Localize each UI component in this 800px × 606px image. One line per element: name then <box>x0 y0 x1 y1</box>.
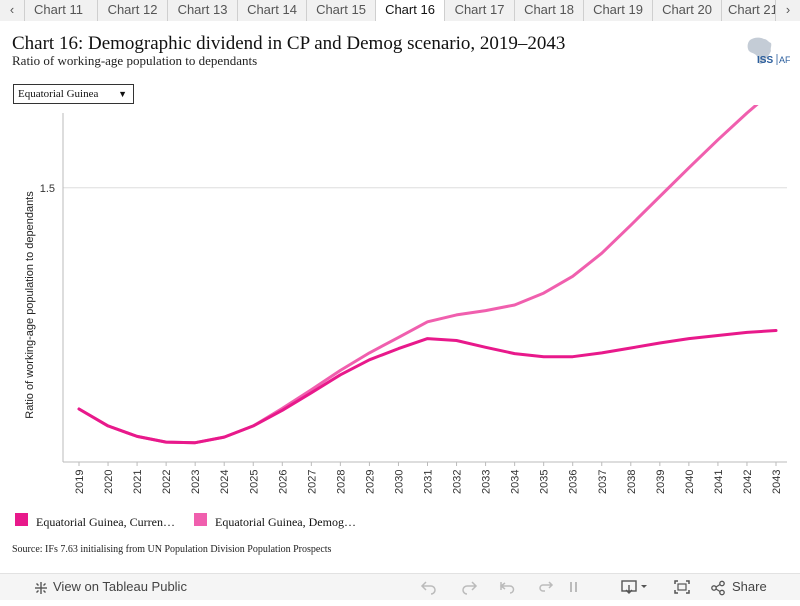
fullscreen-icon <box>674 580 690 594</box>
x-tick-layer: 2019 2020 2021 2022 2023 2024 2025 2026 2027 2028… <box>74 462 783 494</box>
tabs: Chart 11 Chart 12 Chart 13 Chart 14 Char… <box>25 0 775 21</box>
revert-button[interactable] <box>498 579 516 606</box>
pause-icon <box>570 582 577 592</box>
x-tick-label-2034: 2034 <box>510 470 522 494</box>
country-select[interactable]: Equatorial Guinea ▼ <box>13 84 134 104</box>
chart-subtitle: Ratio of working-age population to depen… <box>12 53 258 68</box>
x-tick-label-2029: 2029 <box>364 470 376 494</box>
line-chart: Ratio of working-age population to depen… <box>24 105 787 494</box>
view-on-tableau-public-label: View on Tableau Public <box>53 579 187 594</box>
pause-button[interactable] <box>567 579 581 606</box>
refresh-icon <box>539 581 554 592</box>
x-tick-label-2041: 2041 <box>713 470 725 494</box>
legend-item-current-path[interactable]: Equatorial Guinea, Curren… <box>15 511 190 531</box>
x-tick-label-2027: 2027 <box>306 470 318 494</box>
chevron-left-icon: ‹ <box>9 2 15 17</box>
x-tick-label-2036: 2036 <box>568 470 580 494</box>
x-tick-label-2025: 2025 <box>248 470 260 494</box>
undo-button[interactable] <box>420 579 438 606</box>
x-tick-label-2023: 2023 <box>190 470 202 494</box>
legend-label-demog: Equatorial Guinea, Demog… <box>215 515 356 529</box>
x-tick-label-2030: 2030 <box>393 470 405 494</box>
share-icon <box>710 580 726 596</box>
tab-chart-12[interactable]: Chart 12 <box>98 0 168 21</box>
redo-button[interactable] <box>460 579 478 606</box>
x-tick-label-2040: 2040 <box>684 470 696 494</box>
tab-scroll-right-button[interactable]: › <box>775 0 800 21</box>
tab-chart-14[interactable]: Chart 14 <box>238 0 307 21</box>
legend-item-demog[interactable]: Equatorial Guinea, Demog… <box>194 511 374 531</box>
undo-icon <box>420 581 436 595</box>
tab-chart-13[interactable]: Chart 13 <box>168 0 238 21</box>
chevron-right-icon: › <box>785 2 791 17</box>
legend-swatch-current-path <box>15 513 28 526</box>
x-tick-label-2042: 2042 <box>742 470 754 494</box>
tab-chart-11[interactable]: Chart 11 <box>25 0 98 21</box>
chart-title: Chart 16: Demographic dividend in CP and… <box>12 33 566 54</box>
series-line-demog[interactable] <box>77 105 776 445</box>
tab-bar: ‹ Chart 11 Chart 12 Chart 13 Chart 14 Ch… <box>0 0 800 21</box>
x-tick-label-2019: 2019 <box>74 470 86 494</box>
x-tick-label-2024: 2024 <box>219 470 231 494</box>
iss-africa-logo: ISS AF <box>740 36 791 68</box>
fullscreen-button[interactable] <box>673 579 691 606</box>
x-tick-label-2021: 2021 <box>132 470 144 494</box>
x-tick-label-2032: 2032 <box>452 470 464 494</box>
tab-chart-20[interactable]: Chart 20 <box>653 0 722 21</box>
tab-chart-16[interactable]: Chart 16 <box>376 0 445 21</box>
source-note: Source: IFs 7.63 initialising from UN Po… <box>12 544 332 555</box>
caret-down-icon: ▼ <box>118 89 127 99</box>
country-select-value: Equatorial Guinea <box>18 88 99 100</box>
y-tick-label: 1.5 <box>40 183 55 195</box>
tableau-icon <box>33 580 49 596</box>
x-tick-label-2028: 2028 <box>335 470 347 494</box>
logo-text: ISS <box>757 55 773 66</box>
x-tick-label-2037: 2037 <box>597 470 609 494</box>
view-on-tableau-public-link[interactable]: View on Tableau Public <box>33 574 187 601</box>
x-tick-label-2031: 2031 <box>423 470 435 494</box>
x-tick-label-2038: 2038 <box>626 470 638 494</box>
series-line-current-path[interactable] <box>77 329 778 445</box>
x-tick-label-2022: 2022 <box>161 470 173 494</box>
y-tick-layer: 1.5 <box>40 183 55 195</box>
redo-icon <box>462 581 478 595</box>
tab-chart-17[interactable]: Chart 17 <box>445 0 515 21</box>
x-tick-label-2033: 2033 <box>481 470 493 494</box>
share-button[interactable]: Share <box>710 574 767 601</box>
tab-chart-19[interactable]: Chart 19 <box>584 0 653 21</box>
tab-chart-21[interactable]: Chart 21 <box>722 0 775 21</box>
series-layer <box>77 105 778 445</box>
axes-layer: Ratio of working-age population to depen… <box>24 113 787 463</box>
x-tick-label-2043: 2043 <box>771 470 783 494</box>
tab-chart-15[interactable]: Chart 15 <box>307 0 376 21</box>
legend-swatch-demog <box>194 513 207 526</box>
x-tick-label-2035: 2035 <box>539 470 551 494</box>
revert-icon <box>499 582 515 594</box>
tab-chart-18[interactable]: Chart 18 <box>515 0 584 21</box>
x-tick-label-2020: 2020 <box>103 470 115 494</box>
x-tick-label-2039: 2039 <box>655 470 667 494</box>
download-button[interactable] <box>620 579 652 606</box>
tableau-toolbar: View on Tableau Public Share <box>0 573 800 600</box>
y-axis-label: Ratio of working-age population to depen… <box>24 191 36 419</box>
logo-suffix: AF <box>779 55 790 65</box>
tab-scroll-left-button[interactable]: ‹ <box>0 0 25 21</box>
legend-label-current-path: Equatorial Guinea, Curren… <box>36 515 175 529</box>
share-label: Share <box>732 579 767 594</box>
refresh-button[interactable] <box>537 579 555 606</box>
x-tick-label-2026: 2026 <box>277 470 289 494</box>
download-icon <box>621 580 647 594</box>
